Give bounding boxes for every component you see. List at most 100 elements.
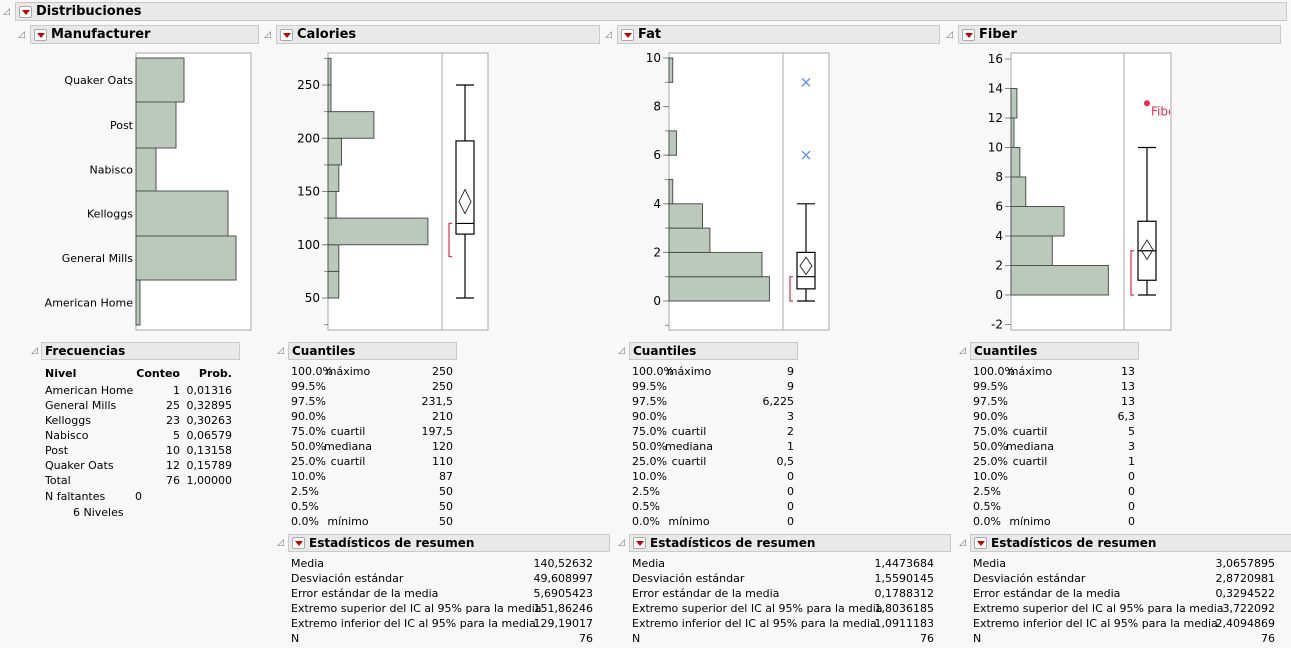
red-triangle-menu-icon[interactable] <box>621 28 634 41</box>
collapse-triangle-icon[interactable]: ◿ <box>618 346 625 356</box>
section-title: Estadísticos de resumen <box>309 536 475 550</box>
quantile-percent: 90.0% <box>291 410 326 423</box>
quantile-label: máximo <box>666 365 712 378</box>
quantile-value: 50 <box>439 500 453 513</box>
histogram-bar[interactable] <box>668 130 677 156</box>
bar-nabisco[interactable] <box>135 147 157 192</box>
bar-general-mills[interactable] <box>135 235 237 281</box>
red-triangle-menu-icon[interactable] <box>962 28 975 41</box>
collapse-triangle-icon[interactable]: ◿ <box>31 346 38 356</box>
quantile-percent: 97.5% <box>291 395 326 408</box>
red-triangle-menu-icon[interactable] <box>34 28 47 41</box>
histogram-bar[interactable] <box>327 111 375 139</box>
collapse-triangle-icon[interactable]: ◿ <box>277 538 284 548</box>
quantile-value: 250 <box>432 365 453 378</box>
calories-quantiles-header: Cuantiles <box>288 342 457 360</box>
quantile-value: 13 <box>1121 395 1135 408</box>
bar-post[interactable] <box>135 101 177 149</box>
histogram-bar[interactable] <box>668 276 770 302</box>
histogram-bar[interactable] <box>327 270 340 299</box>
histogram-bar[interactable] <box>327 84 332 113</box>
bar-quaker-oats[interactable] <box>135 57 185 103</box>
collapse-triangle-icon[interactable]: ◿ <box>618 538 625 548</box>
histogram-bar[interactable] <box>668 179 674 205</box>
collapse-triangle-icon[interactable]: ◿ <box>18 30 25 40</box>
axis-tick-label: 8 <box>653 100 661 114</box>
labeled-outlier-point[interactable] <box>1144 100 1150 107</box>
section-title: Cuantiles <box>633 344 697 358</box>
quantile-percent: 75.0% <box>632 425 667 438</box>
summary-value: 2,8720981 <box>1215 572 1276 585</box>
category-label: Nabisco <box>89 164 133 177</box>
outlier-marker[interactable] <box>801 150 811 160</box>
quantile-percent: 2.5% <box>632 485 660 498</box>
quantile-value: 0 <box>1128 515 1135 528</box>
summary-label: Desviación estándar <box>291 572 404 585</box>
red-triangle-menu-icon[interactable] <box>292 537 305 549</box>
box[interactable] <box>455 140 475 235</box>
panel-title: Calories <box>297 27 357 42</box>
histogram-bar[interactable] <box>668 251 763 278</box>
quantile-label: mínimo <box>327 515 369 528</box>
axis-tick-label: 12 <box>988 111 1003 125</box>
histogram-bar[interactable] <box>1010 176 1027 207</box>
quantile-percent: 90.0% <box>973 410 1008 423</box>
column-header: Prob. <box>198 367 232 380</box>
bar-kelloggs[interactable] <box>135 190 229 237</box>
summary-label: Desviación estándar <box>973 572 1086 585</box>
summary-value: 3,0657895 <box>1215 557 1276 570</box>
bar-american-home[interactable] <box>135 279 141 326</box>
collapse-triangle-icon[interactable]: ◿ <box>946 30 953 40</box>
summary-value: 3,722092 <box>1222 602 1276 615</box>
collapse-triangle-icon[interactable]: ◿ <box>3 7 10 17</box>
quantile-value: 210 <box>432 410 453 423</box>
prob-value: 0,01316 <box>186 384 233 397</box>
prob-value: 1,00000 <box>186 474 233 487</box>
red-triangle-menu-icon[interactable] <box>974 537 987 549</box>
fat-summary-header: Estadísticos de resumen <box>629 534 951 552</box>
red-triangle-menu-icon[interactable] <box>633 537 646 549</box>
histogram-bar[interactable] <box>668 227 711 253</box>
axis-tick-label: 0 <box>995 288 1003 302</box>
histogram-bar[interactable] <box>327 57 332 86</box>
outlier-marker[interactable] <box>801 77 811 87</box>
summary-value: 5,6905423 <box>533 587 594 600</box>
collapse-triangle-icon[interactable]: ◿ <box>959 538 966 548</box>
histogram-bar[interactable] <box>1010 206 1065 237</box>
histogram-bar[interactable] <box>327 244 340 272</box>
report-title: Distribuciones <box>36 4 142 19</box>
histogram-bar[interactable] <box>1010 88 1018 119</box>
collapse-triangle-icon[interactable]: ◿ <box>264 30 271 40</box>
collapse-triangle-icon[interactable]: ◿ <box>959 346 966 356</box>
summary-value: 0,1788312 <box>874 587 935 600</box>
quantile-label: mínimo <box>668 515 710 528</box>
prob-value: 0,06579 <box>186 429 233 442</box>
histogram-bar[interactable] <box>1010 117 1015 148</box>
histogram-bar[interactable] <box>1010 147 1021 178</box>
quantile-percent: 10.0% <box>973 470 1008 483</box>
category-label: General Mills <box>62 252 134 265</box>
histogram-bar[interactable] <box>668 203 703 229</box>
quantile-value: 50 <box>439 515 453 528</box>
histogram-bar[interactable] <box>327 191 337 219</box>
box[interactable] <box>796 251 816 290</box>
collapse-triangle-icon[interactable]: ◿ <box>277 346 284 356</box>
fiber-summary-header: Estadísticos de resumen <box>970 534 1291 552</box>
summary-value: 1,5590145 <box>874 572 935 585</box>
quantile-value: 2 <box>787 425 794 438</box>
red-triangle-menu-icon[interactable] <box>280 28 293 41</box>
histogram-bar[interactable] <box>1010 265 1109 296</box>
calories-summary-header: Estadísticos de resumen <box>288 534 610 552</box>
histogram-bar[interactable] <box>327 217 429 246</box>
level-name: Nabisco <box>45 429 89 442</box>
summary-value: 2,4094869 <box>1215 617 1276 630</box>
red-triangle-menu-icon[interactable] <box>19 5 32 18</box>
summary-value: 1,8036185 <box>874 602 935 615</box>
histogram-bar[interactable] <box>327 164 340 192</box>
collapse-triangle-icon[interactable]: ◿ <box>605 30 612 40</box>
histogram-bar[interactable] <box>668 57 674 83</box>
histogram-bar[interactable] <box>327 137 342 166</box>
quantile-percent: 100.0% <box>291 365 333 378</box>
axis-tick-label: 250 <box>297 78 320 92</box>
histogram-bar[interactable] <box>1010 235 1053 266</box>
